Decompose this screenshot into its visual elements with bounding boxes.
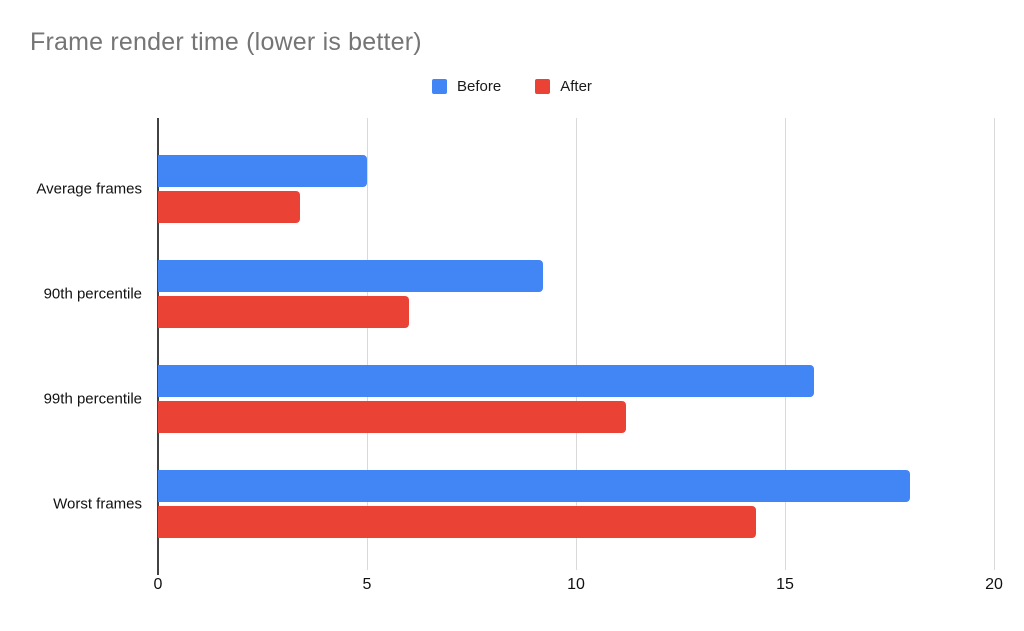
- legend-item-before: Before: [432, 78, 501, 95]
- category-label-1: Average frames: [36, 180, 142, 198]
- bar-before-2: [158, 260, 543, 292]
- bar-before-3: [158, 365, 815, 397]
- bar-after-2: [158, 296, 409, 328]
- legend-label-after: After: [560, 78, 592, 95]
- y-axis-baseline: [157, 118, 159, 575]
- gridline-10: [575, 118, 577, 570]
- bar-before-1: [158, 155, 367, 187]
- gridline-15: [784, 118, 786, 570]
- category-axis: Average frames 90th percentile 99th percen…: [0, 118, 150, 570]
- legend-label-before: Before: [457, 78, 502, 95]
- bar-before-4: [158, 470, 911, 502]
- bar-after-1: [158, 191, 301, 223]
- gridline-5: [366, 118, 368, 570]
- legend-item-after: After: [535, 78, 592, 95]
- chart-legend: Before After: [0, 78, 1024, 95]
- x-tick-label-20: 20: [985, 576, 1003, 593]
- category-label-2: 90th percentile: [43, 285, 142, 303]
- x-tick-label-15: 15: [776, 576, 794, 593]
- x-tick-label-0: 0: [153, 576, 163, 593]
- category-label-4: Worst frames: [53, 495, 142, 513]
- legend-swatch-before-icon: [432, 79, 448, 94]
- x-tick-label-10: 10: [567, 576, 585, 593]
- plot-area: [157, 118, 995, 575]
- bar-after-4: [158, 506, 756, 538]
- value-axis: 0 5 10 15 20: [0, 576, 1024, 598]
- gridline-20: [993, 118, 995, 570]
- chart-title: Frame render time (lower is better): [30, 28, 422, 56]
- category-label-3: 99th percentile: [43, 390, 142, 408]
- legend-swatch-after-icon: [535, 79, 551, 94]
- bar-after-3: [158, 401, 627, 433]
- x-tick-label-5: 5: [362, 576, 372, 593]
